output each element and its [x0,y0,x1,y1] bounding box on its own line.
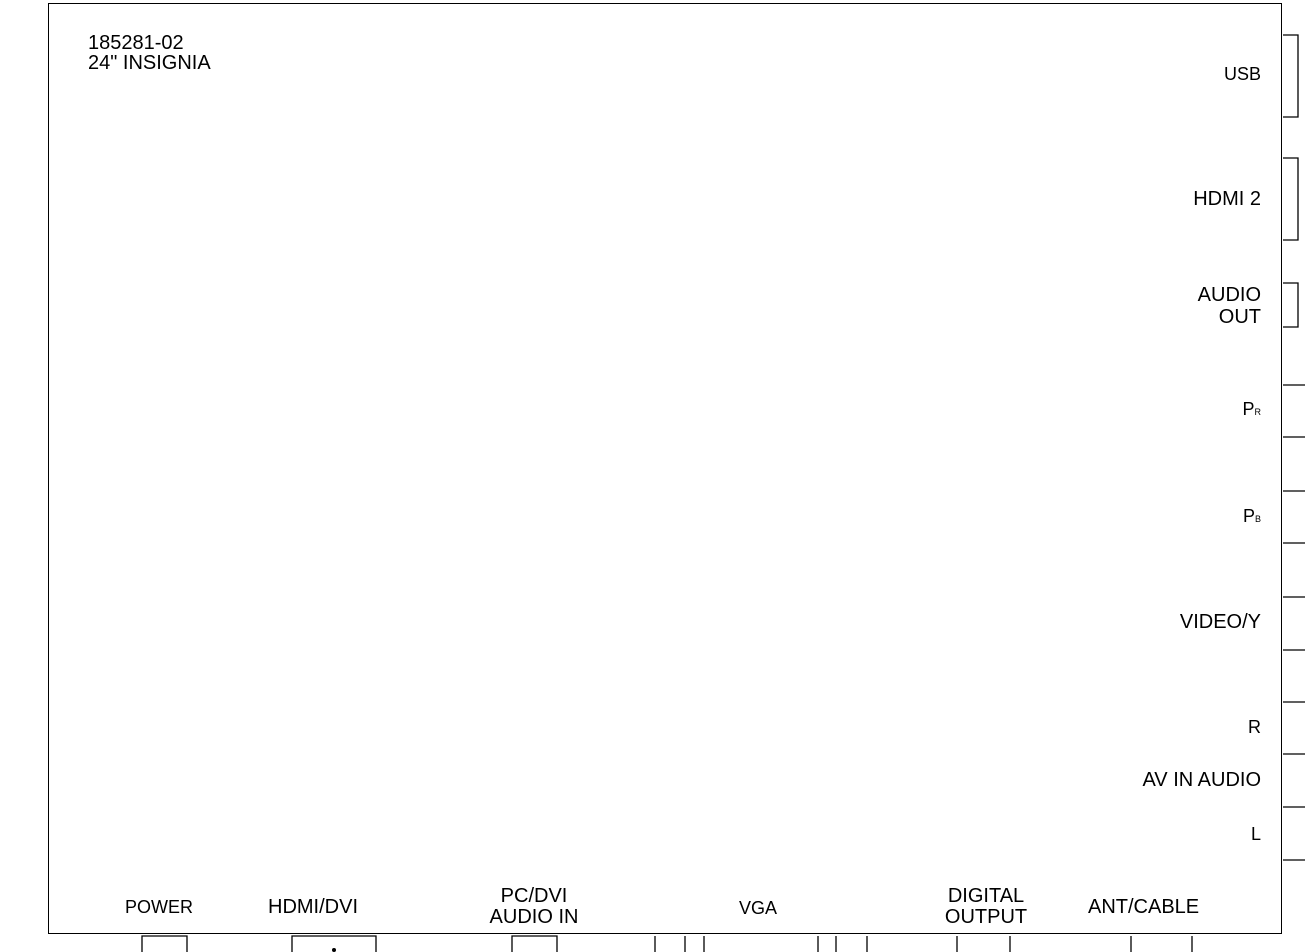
usb-label: USB [1223,64,1261,84]
vga-label: VGA [739,898,778,918]
pc-dvi-audio-in-label: PC/DVI AUDIO IN [466,886,602,928]
pr-label: PR [1242,400,1261,418]
usb-port-outline [1283,34,1299,118]
pb-label: PB [1243,507,1261,525]
pc-dvi-label-line1: PC/DVI [500,885,568,907]
digital-output-label: DIGITAL OUTPUT [925,886,1047,928]
hdmi-dvi-port-outline [291,935,377,952]
audio-out-port-outline [1283,282,1299,328]
pb-label-sub: B [1254,514,1261,524]
digital-label-line2: OUTPUT [944,906,1028,928]
audio-out-label-line2: OUT [1218,306,1261,328]
hdmi2-port-outline [1283,157,1299,241]
power-label: POWER [125,897,194,917]
digital-label-line1: DIGITAL [947,885,1025,907]
r-label: R [1248,717,1261,737]
hdmi-dvi-label: HDMI/DVI [268,896,358,918]
part-number: 185281-02 [88,32,184,54]
pr-label-sub: R [1254,407,1262,417]
l-label: L [1250,824,1261,844]
rear-panel-outline [48,3,1282,934]
audio-out-label-line1: AUDIO [1197,284,1261,306]
power-port-outline [141,935,188,952]
av-in-audio-label: AV IN AUDIO [1142,769,1261,791]
hdmi2-label: HDMI 2 [1193,188,1261,210]
video-y-label: VIDEO/Y [1179,611,1261,633]
pc-dvi-label-line2: AUDIO IN [489,906,579,928]
hdmi-dvi-key-dot [332,948,336,952]
ant-cable-label: ANT/CABLE [1088,896,1200,918]
pr-label-main: P [1242,399,1255,419]
pc-audio-port-outline [511,935,558,952]
model-name: 24" INSIGNIA [88,52,211,74]
pb-label-main: P [1242,506,1255,526]
